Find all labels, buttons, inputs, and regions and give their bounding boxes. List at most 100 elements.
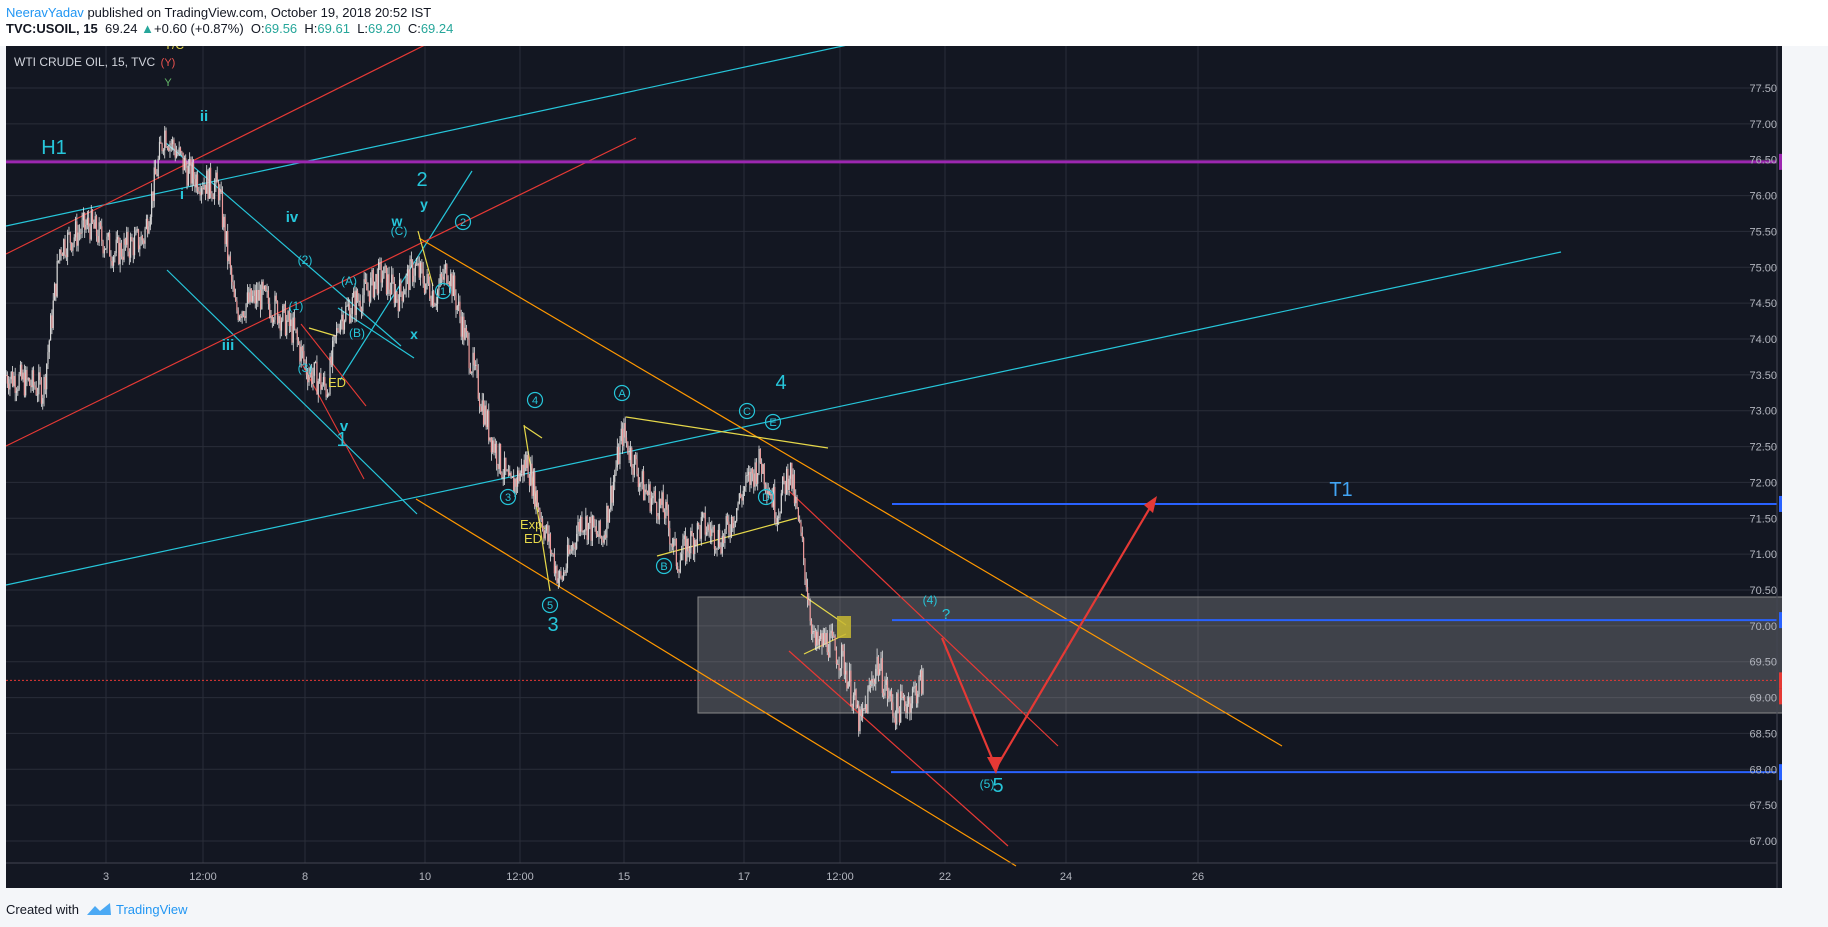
level-label: T1: [1329, 479, 1352, 501]
candle-body: [23, 372, 25, 396]
candle-body: [69, 232, 71, 243]
wave-label: 2: [460, 217, 466, 229]
candle-body: [628, 453, 630, 460]
candle-body: [342, 314, 344, 330]
author-link[interactable]: NeeravYadav: [6, 5, 84, 20]
candle-body: [863, 708, 865, 710]
candle-body: [81, 220, 83, 234]
candle-body: [223, 216, 225, 228]
candle-body: [905, 706, 907, 714]
candle-body: [907, 697, 910, 704]
candle-body: [328, 394, 330, 396]
candle-body: [30, 385, 32, 388]
candle-body: [759, 449, 761, 463]
candle-body: [632, 468, 634, 475]
candle-body: [582, 531, 584, 533]
candle-body: [433, 291, 435, 307]
candle-body: [135, 230, 137, 235]
candle-body: [78, 232, 81, 234]
candle-body: [224, 216, 226, 245]
target-zone: [697, 596, 1782, 714]
candle-body: [460, 316, 462, 337]
candle-body: [370, 277, 372, 302]
candle-body: [446, 264, 448, 284]
candle-body: [137, 229, 140, 250]
candle-body: [472, 352, 474, 373]
x-tick-label: 22: [939, 871, 951, 883]
candle-body: [715, 548, 717, 550]
candle-body: [17, 389, 19, 392]
candle-body: [835, 650, 838, 664]
candle-body: [88, 217, 90, 227]
candle-body: [489, 437, 491, 441]
candle-body: [618, 446, 620, 465]
candle-body: [144, 228, 146, 244]
candle-body: [514, 478, 516, 493]
candle-body: [246, 292, 248, 304]
wave-label: ii: [200, 108, 208, 125]
candle-body: [44, 376, 46, 390]
y-tick-label: 76.50: [1749, 155, 1777, 167]
projection-arrows: [940, 496, 1157, 774]
candle-body: [321, 384, 323, 390]
candle-body: [488, 410, 490, 441]
candle-body: [593, 516, 595, 527]
candle-body: [570, 549, 573, 551]
candle-body: [77, 232, 79, 246]
candle-body: [851, 704, 853, 707]
candle-body: [397, 299, 399, 311]
candle-body: [98, 222, 100, 243]
candle-body: [233, 285, 235, 298]
candle-body: [27, 378, 29, 380]
candle-body: [743, 487, 746, 491]
candle-body: [97, 236, 99, 243]
candle-body: [34, 385, 36, 388]
candle-body: [286, 320, 288, 336]
candle-body: [359, 300, 361, 309]
candle-body: [509, 472, 511, 476]
candle-body: [426, 274, 428, 284]
candle-body: [61, 253, 64, 256]
candle-body: [848, 670, 851, 683]
candle-body: [127, 231, 129, 252]
candle-body: [797, 507, 799, 521]
candle-body: [783, 476, 785, 482]
candle-body: [133, 234, 136, 256]
candle-body: [31, 370, 33, 388]
y-tick-label: 72.00: [1749, 477, 1777, 489]
candle-body: [692, 535, 695, 554]
candle-body: [645, 489, 647, 493]
candle-body: [892, 702, 894, 717]
candle-body: [355, 290, 357, 316]
yellow-triangle-line: [625, 416, 829, 449]
close-value: 69.24: [420, 21, 454, 36]
candle-body: [661, 492, 663, 505]
candle-body: [388, 274, 390, 290]
candle-body: [549, 533, 552, 553]
candle-body: [637, 474, 639, 487]
low-value: 69.20: [368, 21, 401, 36]
price-tag: [1779, 153, 1782, 170]
chart-panel[interactable]: H1 T1 1 2 3 4 5 i ii iii iv v w x y (A) (B) (C) (1) (2) (3)…: [6, 46, 1782, 888]
candle-body: [922, 668, 924, 694]
candle-body: [812, 631, 814, 635]
countdown-tag: [1779, 688, 1782, 705]
up-arrow-icon: ▲: [141, 21, 155, 36]
candle-body: [418, 263, 420, 278]
candle-body: [787, 468, 789, 490]
candle-body: [380, 262, 382, 283]
tradingview-link[interactable]: TradingView: [116, 902, 188, 917]
candle-body: [703, 512, 705, 514]
wave-label: x: [410, 326, 418, 342]
candle-body: [501, 472, 503, 478]
candle-body: [881, 658, 883, 694]
candle-body: [374, 281, 376, 298]
x-tick-label: 12:00: [189, 871, 217, 883]
candle-body: [63, 239, 65, 256]
candle-body: [401, 291, 403, 302]
candle-body: [859, 709, 861, 732]
candle-body: [46, 363, 48, 390]
candle-body: [721, 535, 723, 554]
candle-body: [842, 644, 844, 651]
